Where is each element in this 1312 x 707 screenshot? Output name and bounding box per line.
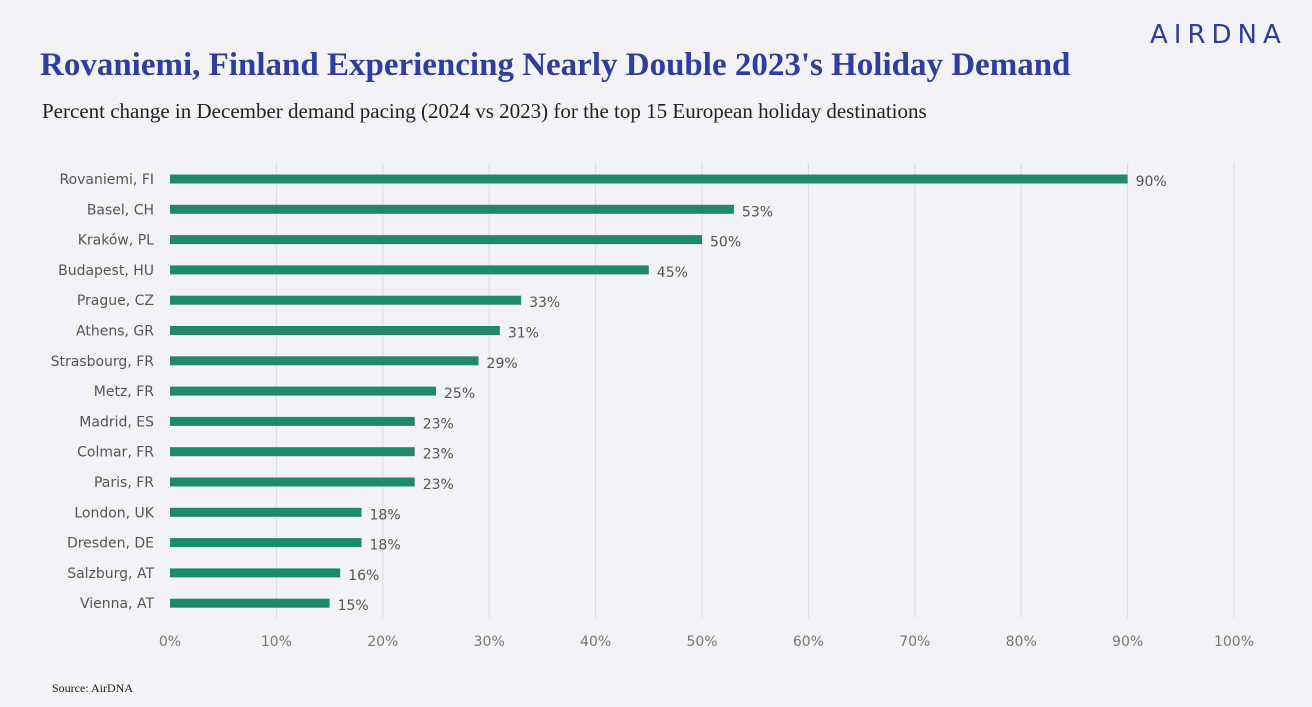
category-label: Prague, CZ — [77, 293, 154, 309]
data-label: 50% — [710, 235, 741, 251]
bar — [170, 568, 341, 578]
data-label: 90% — [1136, 174, 1167, 190]
data-label: 33% — [529, 295, 560, 311]
x-tick-label: 70% — [899, 634, 930, 650]
bars — [170, 174, 1128, 608]
bar — [170, 204, 734, 214]
data-label: 23% — [423, 477, 454, 493]
bar — [170, 356, 479, 366]
bar — [170, 477, 415, 487]
bar — [170, 386, 436, 396]
data-label: 25% — [444, 386, 475, 402]
category-label: Vienna, AT — [80, 596, 154, 612]
x-tick-label: 40% — [580, 634, 611, 650]
category-label: Metz, FR — [94, 384, 154, 400]
data-label: 29% — [487, 356, 518, 372]
bar — [170, 174, 1128, 184]
bar — [170, 538, 362, 548]
x-tick-label: 50% — [686, 634, 717, 650]
bar — [170, 598, 330, 608]
category-label: Strasbourg, FR — [51, 354, 155, 370]
x-tick-label: 60% — [793, 634, 824, 650]
category-label: Colmar, FR — [77, 445, 154, 461]
category-label: Rovaniemi, FI — [59, 172, 154, 188]
x-tick-label: 0% — [159, 634, 181, 650]
source-note: Source: AirDNA — [52, 681, 133, 695]
category-label: Salzburg, AT — [67, 566, 154, 582]
chart-subtitle: Percent change in December demand pacing… — [42, 99, 927, 123]
bar — [170, 265, 649, 275]
category-label: Budapest, HU — [58, 263, 154, 279]
airdna-logo: AIRDNA — [1150, 20, 1287, 50]
x-tick-label: 10% — [261, 634, 292, 650]
data-label: 15% — [338, 598, 369, 614]
category-label: Dresden, DE — [67, 536, 154, 552]
labels: 0% 10% 20% 30% 40% 50% 60% 70% 80% 90% 100% Rovanie… — [51, 172, 1254, 650]
category-label: Madrid, ES — [79, 414, 154, 430]
category-label: Athens, GR — [76, 324, 154, 340]
data-label: 23% — [423, 416, 454, 432]
data-label: 18% — [370, 507, 401, 523]
data-label: 53% — [742, 204, 773, 220]
bar — [170, 326, 500, 335]
x-tick-label: 90% — [1112, 634, 1143, 650]
category-label: London, UK — [74, 505, 154, 521]
category-label: Basel, CH — [87, 202, 154, 218]
data-label: 23% — [423, 447, 454, 463]
data-label: 45% — [657, 265, 688, 281]
bar — [170, 507, 362, 517]
bar — [170, 447, 415, 457]
x-tick-label: 80% — [1006, 634, 1037, 650]
chart-title: Rovaniemi, Finland Experiencing Nearly D… — [40, 47, 1071, 83]
x-tick-label: 30% — [474, 634, 505, 650]
x-tick-label: 20% — [367, 634, 398, 650]
bar — [170, 295, 522, 305]
data-label: 16% — [348, 568, 379, 584]
data-label: 31% — [508, 326, 539, 342]
category-label: Paris, FR — [94, 475, 154, 491]
bar — [170, 235, 702, 245]
x-tick-label: 100% — [1214, 634, 1254, 650]
data-label: 18% — [370, 538, 401, 554]
bar — [170, 416, 415, 426]
category-label: Kraków, PL — [78, 233, 154, 249]
